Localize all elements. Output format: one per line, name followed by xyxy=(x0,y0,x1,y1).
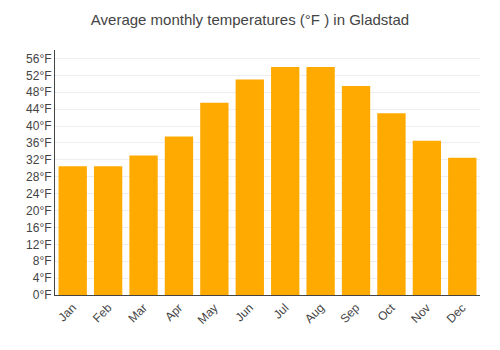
svg-text:16°F: 16°F xyxy=(26,221,51,235)
svg-text:8°F: 8°F xyxy=(33,254,52,268)
svg-text:Jun: Jun xyxy=(233,301,257,325)
svg-text:Apr: Apr xyxy=(162,301,185,324)
svg-text:May: May xyxy=(195,301,221,327)
svg-text:Average monthly temperatures (: Average monthly temperatures (°F ) in Gl… xyxy=(91,11,409,28)
svg-text:20°F: 20°F xyxy=(26,204,51,218)
svg-text:Mar: Mar xyxy=(125,301,150,326)
svg-text:Feb: Feb xyxy=(90,301,115,326)
svg-text:Sep: Sep xyxy=(337,301,362,326)
svg-text:36°F: 36°F xyxy=(26,136,51,150)
svg-text:24°F: 24°F xyxy=(26,187,51,201)
svg-text:Aug: Aug xyxy=(302,301,327,326)
svg-text:56°F: 56°F xyxy=(26,52,51,66)
svg-text:28°F: 28°F xyxy=(26,170,51,184)
svg-text:0°F: 0°F xyxy=(33,288,52,302)
svg-text:Jul: Jul xyxy=(271,301,292,322)
svg-text:Nov: Nov xyxy=(408,301,433,326)
svg-text:48°F: 48°F xyxy=(26,85,51,99)
svg-text:Oct: Oct xyxy=(375,300,399,324)
svg-text:12°F: 12°F xyxy=(26,238,51,252)
svg-text:Jan: Jan xyxy=(55,301,79,325)
svg-text:44°F: 44°F xyxy=(26,102,51,116)
svg-text:32°F: 32°F xyxy=(26,153,51,167)
svg-text:52°F: 52°F xyxy=(26,69,51,83)
svg-text:40°F: 40°F xyxy=(26,119,51,133)
svg-text:Dec: Dec xyxy=(444,301,469,326)
svg-text:4°F: 4°F xyxy=(33,271,52,285)
